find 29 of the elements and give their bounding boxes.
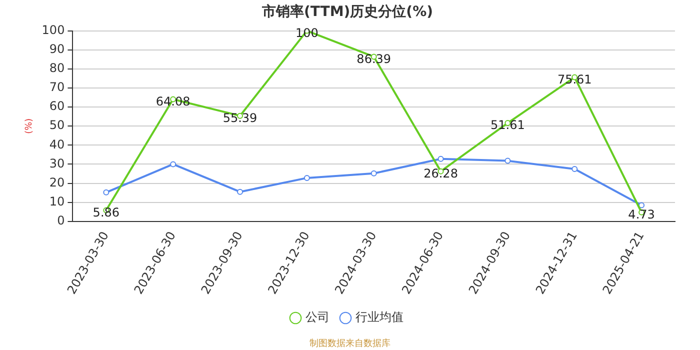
point	[504, 158, 511, 164]
y-tick-label: 20	[49, 175, 65, 190]
y-tick-label: 70	[49, 80, 65, 94]
point	[170, 161, 176, 168]
point	[304, 174, 310, 181]
point	[237, 188, 244, 195]
y-tick-label: 40	[49, 137, 65, 152]
y-tick-label: 10	[49, 194, 65, 208]
point	[572, 166, 578, 172]
data-label: 5.86	[92, 205, 120, 220]
text: 制图数据来自数据库	[310, 338, 390, 349]
y-tick-label: 60	[49, 99, 65, 114]
legend-label: 公司	[306, 310, 330, 324]
data-label: 4.73	[628, 208, 655, 222]
y-tick-label: 0	[57, 214, 65, 228]
y-tick-label: 100	[42, 22, 65, 37]
y-tick-label: 90	[49, 42, 65, 56]
point	[103, 189, 110, 196]
point	[438, 156, 444, 162]
point	[638, 202, 645, 208]
legend-label: 行业均值	[356, 310, 404, 324]
y-tick-label: 80	[49, 61, 65, 76]
data-label: 26.28	[424, 166, 458, 180]
y-tick-label: 50	[49, 118, 65, 132]
point	[370, 170, 377, 176]
data-label: 55.39	[222, 110, 258, 125]
chart-title: 市销率(TTM)历史分位(%)	[261, 3, 433, 20]
y-axis-title: (%)	[24, 118, 35, 134]
y-tick-label: 30	[49, 156, 65, 170]
